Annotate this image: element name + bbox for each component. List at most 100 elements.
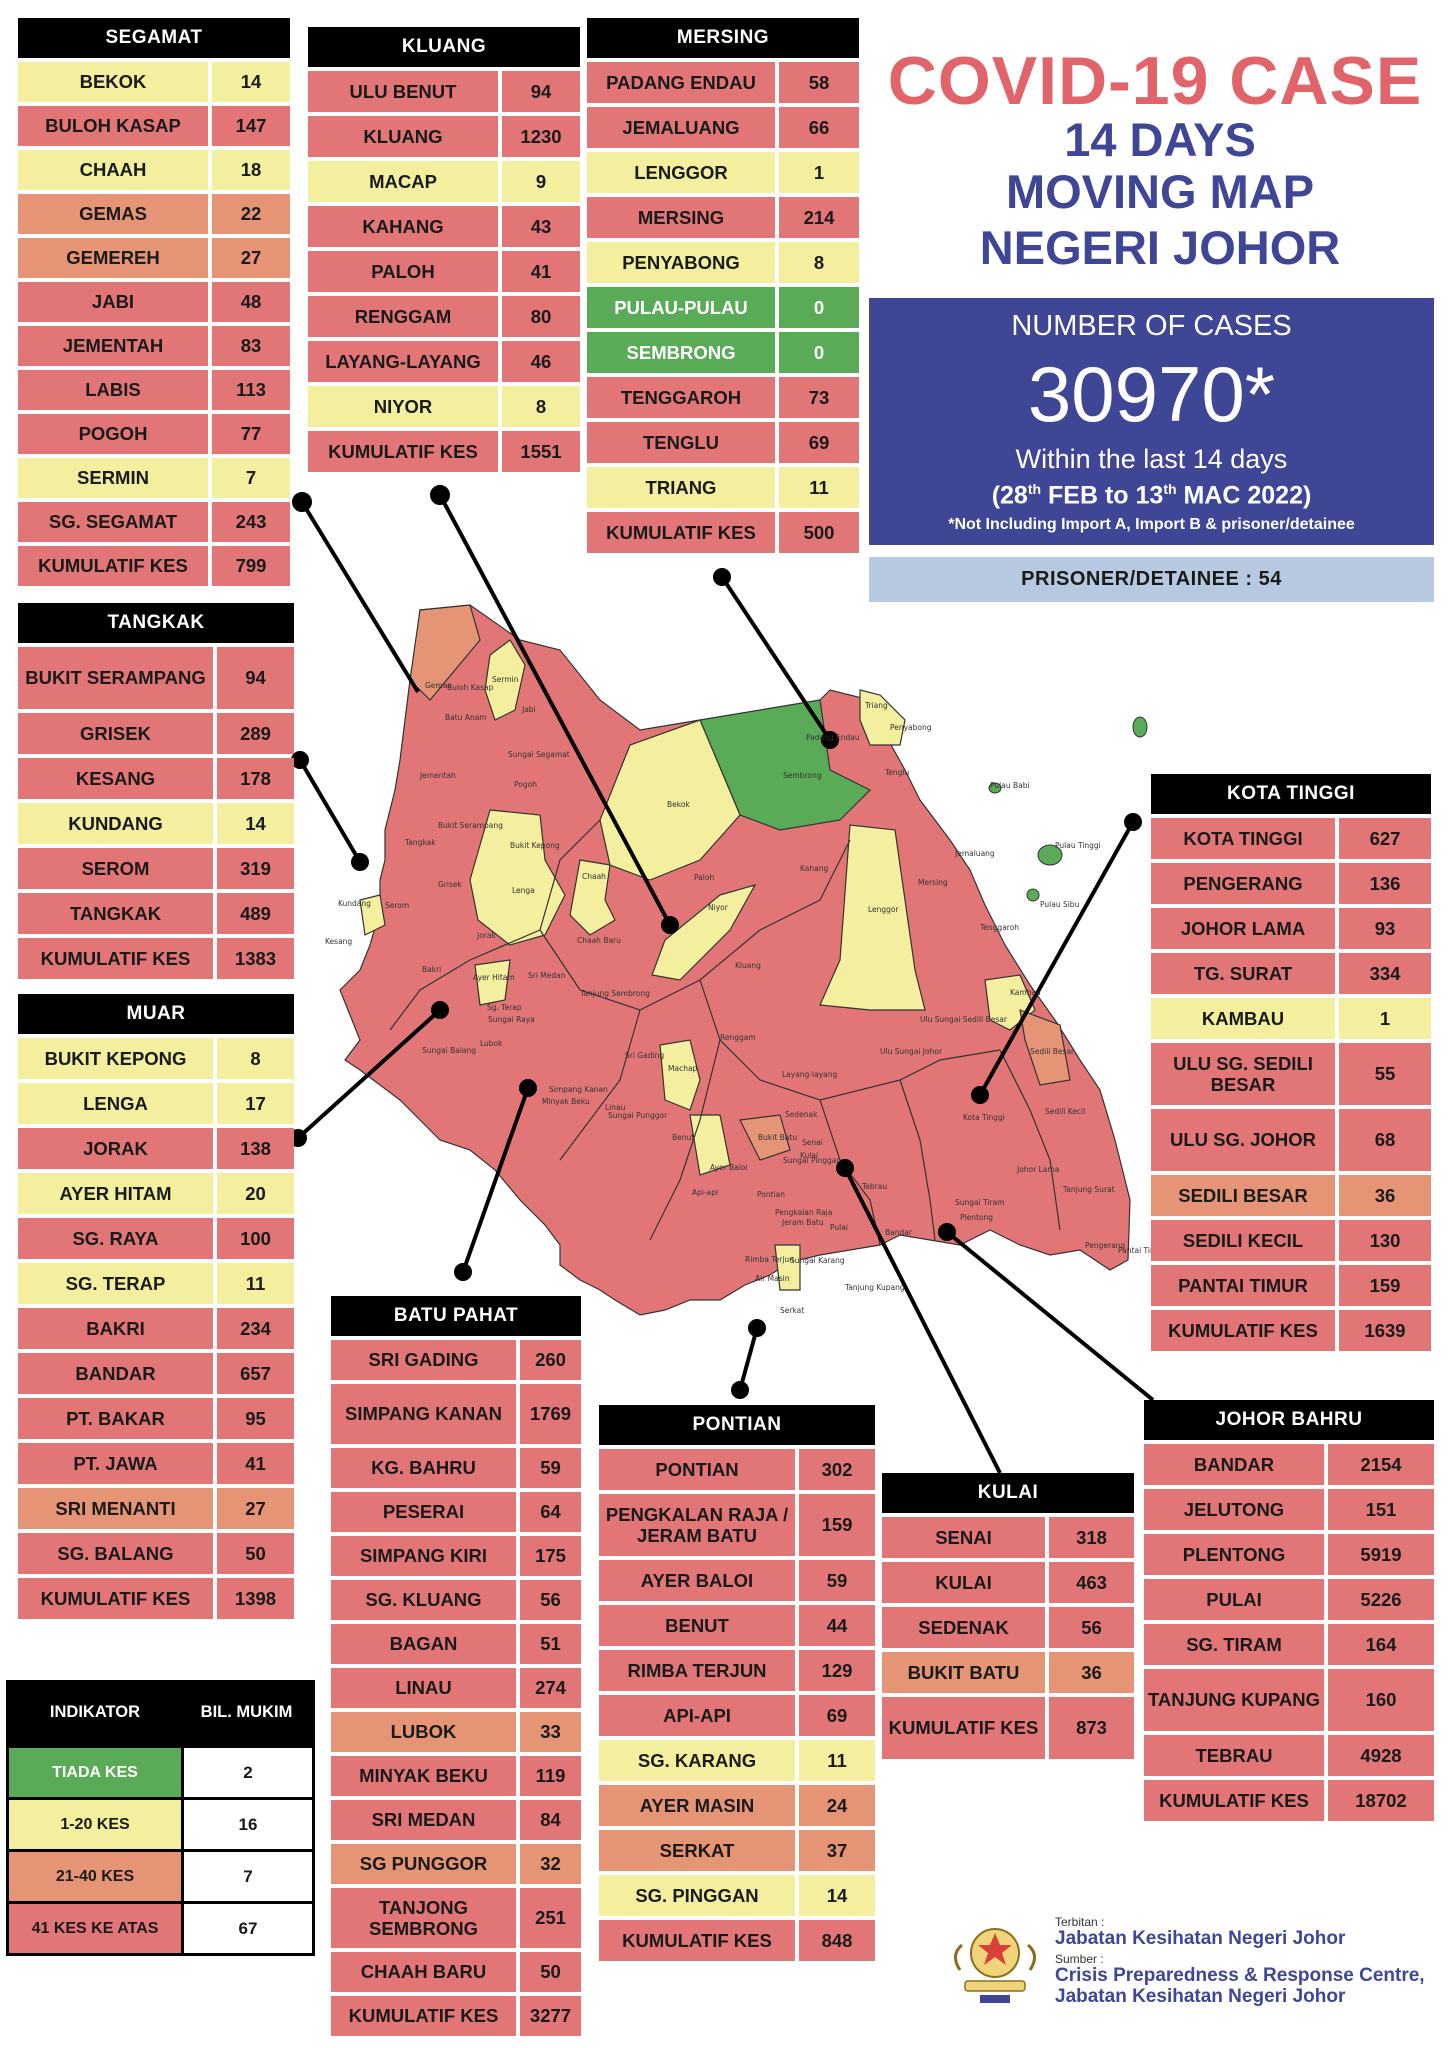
mukim-name: SERMIN — [18, 458, 208, 498]
map-label-tanjung-sembrong: Tanjung Sembrong — [579, 989, 650, 998]
mukim-case-count: 48 — [212, 282, 290, 322]
region-sembrong — [699, 699, 872, 831]
mukim-name: SRI GADING — [331, 1340, 516, 1380]
mukim-name: KUMULATIF KES — [882, 1697, 1045, 1759]
mukim-row-padang-endau: PADANG ENDAU 58 — [587, 62, 859, 103]
mukim-case-count: 18702 — [1328, 1780, 1434, 1821]
mukim-row-buloh-kasap: BULOH KASAP 147 — [18, 106, 290, 146]
mukim-case-count: 302 — [799, 1449, 875, 1490]
mukim-name: KOTA TINGGI — [1151, 818, 1335, 859]
mukim-case-count: 36 — [1339, 1175, 1431, 1216]
island-1 — [1132, 716, 1148, 738]
mukim-case-count: 94 — [217, 647, 294, 709]
mukim-name: NIYOR — [308, 386, 498, 427]
mukim-case-count: 159 — [1339, 1265, 1431, 1306]
mukim-row-kambau: KAMBAU 1 — [1151, 998, 1431, 1039]
mukim-row-sri-menanti: SRI MENANTI 27 — [18, 1488, 294, 1529]
map-label-renggam: Renggam — [720, 1033, 756, 1042]
mukim-name: RIMBA TERJUN — [599, 1650, 795, 1691]
mukim-row-tanjung-kupang: TANJUNG KUPANG 160 — [1144, 1669, 1434, 1731]
mukim-case-count: 138 — [217, 1128, 294, 1169]
map-label-bukit-batu: Bukit Batu — [758, 1133, 797, 1142]
mukim-row-sg-terap: SG. TERAP 11 — [18, 1263, 294, 1304]
district-heading: KULAI — [882, 1473, 1134, 1513]
mukim-case-count: 1230 — [502, 116, 580, 157]
mukim-row-lenggor: LENGGOR 1 — [587, 152, 859, 193]
region-machap — [659, 1039, 701, 1111]
mukim-name: JABI — [18, 282, 208, 322]
mukim-name: TG. SURAT — [1151, 953, 1335, 994]
map-label-simpang-kanan: Simpang Kanan — [549, 1085, 608, 1094]
mukim-row-api-api: API-API 69 — [599, 1695, 875, 1736]
mukim-row-ulu-sg-sedili-besar: ULU SG. SEDILI BESAR 55 — [1151, 1043, 1431, 1105]
district-pontian: PONTIAN PONTIAN 302 PENGKALAN RAJA / JERAM … — [599, 1405, 875, 1961]
district-total-row: KUMULATIF KES 1398 — [18, 1578, 294, 1619]
mukim-case-count: 151 — [1328, 1489, 1434, 1530]
source-line-2: Jabatan Kesihatan Negeri Johor — [1055, 1985, 1346, 2007]
map-label-sri-gading: Sri Gading — [625, 1051, 664, 1060]
mukim-row-jabi: JABI 48 — [18, 282, 290, 322]
mukim-case-count: 69 — [799, 1695, 875, 1736]
johor-landmass — [339, 604, 1131, 1316]
mukim-case-count: 17 — [217, 1083, 294, 1124]
mukim-name: BUKIT SERAMPANG — [18, 647, 213, 709]
mukim-case-count: 848 — [799, 1920, 875, 1961]
mukim-name: PADANG ENDAU — [587, 62, 775, 103]
region-triang-penyabong — [859, 689, 906, 746]
map-label-pontian: Pontian — [757, 1190, 785, 1199]
region-bekok — [599, 719, 741, 881]
mukim-case-count: 1 — [779, 152, 859, 193]
mukim-name: AYER MASIN — [599, 1785, 795, 1826]
mukim-row-bagan: BAGAN 51 — [331, 1624, 581, 1664]
mukim-row-sg-tiram: SG. TIRAM 164 — [1144, 1624, 1434, 1665]
mukim-name: KUMULATIF KES — [587, 512, 775, 553]
mukim-name: JOHOR LAMA — [1151, 908, 1335, 949]
region-ayer-hitam — [474, 959, 511, 1006]
map-label-serkat: Serkat — [780, 1306, 804, 1315]
cases-period: (28th FEB to 13th MAC 2022) — [991, 481, 1312, 510]
map-label-linau: Linau — [605, 1103, 626, 1112]
mukim-case-count: 8 — [779, 242, 859, 283]
mukim-row-pulau-pulau: PULAU-PULAU 0 — [587, 287, 859, 328]
mukim-row-tg-surat: TG. SURAT 334 — [1151, 953, 1431, 994]
mukim-case-count: 22 — [212, 194, 290, 234]
mukim-row-tenglu: TENGLU 69 — [587, 422, 859, 463]
mukim-name: SIMPANG KANAN — [331, 1384, 516, 1444]
map-label-jabi: Jabi — [521, 705, 536, 714]
map-label-batu-anam: Batu Anam — [445, 713, 487, 722]
mukim-row-niyor: NIYOR 8 — [308, 386, 580, 427]
mukim-name: RENGGAM — [308, 296, 498, 337]
map-label-tanjung-kupang: Tanjung Kupang — [844, 1283, 905, 1292]
mukim-row-senai: SENAI 318 — [882, 1517, 1134, 1558]
mukim-name: KG. BAHRU — [331, 1448, 516, 1488]
mukim-name: BANDAR — [1144, 1444, 1324, 1485]
map-regions — [339, 604, 1131, 1316]
mukim-row-ayer-baloi: AYER BALOI 59 — [599, 1560, 875, 1601]
mukim-case-count: 50 — [520, 1952, 581, 1992]
mukim-case-count: 1383 — [217, 938, 294, 979]
mukim-name: BUKIT KEPONG — [18, 1038, 213, 1079]
mukim-row-tanjong-sembrong: TANJONG SEMBRONG 251 — [331, 1888, 581, 1948]
mukim-name: KAMBAU — [1151, 998, 1335, 1039]
mukim-name: SEDILI BESAR — [1151, 1175, 1335, 1216]
mukim-case-count: 334 — [1339, 953, 1431, 994]
mukim-case-count: 94 — [502, 71, 580, 112]
mukim-row-sembrong: SEMBRONG 0 — [587, 332, 859, 373]
mukim-row-layang-layang: LAYANG-LAYANG 46 — [308, 341, 580, 382]
map-label-pulau-sibu: Pulau Sibu — [1040, 900, 1080, 909]
region-kundang — [359, 894, 386, 936]
map-label-sungai-balang: Sungai Balang — [422, 1046, 476, 1055]
mukim-name: KULAI — [882, 1562, 1045, 1603]
map-label-sungai-raya: Sungai Raya — [488, 1015, 535, 1024]
district-total-row: KUMULATIF KES 3277 — [331, 1996, 581, 2036]
mukim-case-count: 14 — [799, 1875, 875, 1916]
mukim-name: ULU SG. SEDILI BESAR — [1151, 1043, 1335, 1105]
mukim-name: SG. TIRAM — [1144, 1624, 1324, 1665]
mukim-case-count: 27 — [212, 238, 290, 278]
mukim-name: KAHANG — [308, 206, 498, 247]
district-kulai: KULAI SENAI 318 KULAI 463 SEDENAK 56 BUKIT BATU… — [882, 1473, 1134, 1759]
mukim-name: TANGKAK — [18, 893, 213, 934]
map-label-kota-tinggi: Kota Tinggi — [963, 1113, 1005, 1122]
district-heading: PONTIAN — [599, 1405, 875, 1445]
